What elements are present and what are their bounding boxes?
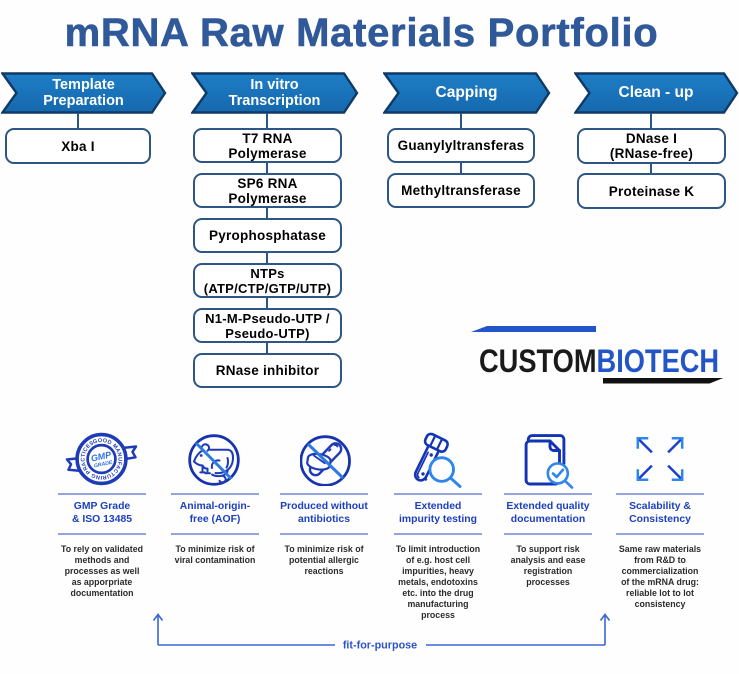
svg-text:GRADE: GRADE [93,460,113,470]
svg-text:GMP: GMP [90,449,113,463]
svg-text:fit-for-purpose: fit-for-purpose [343,640,417,652]
